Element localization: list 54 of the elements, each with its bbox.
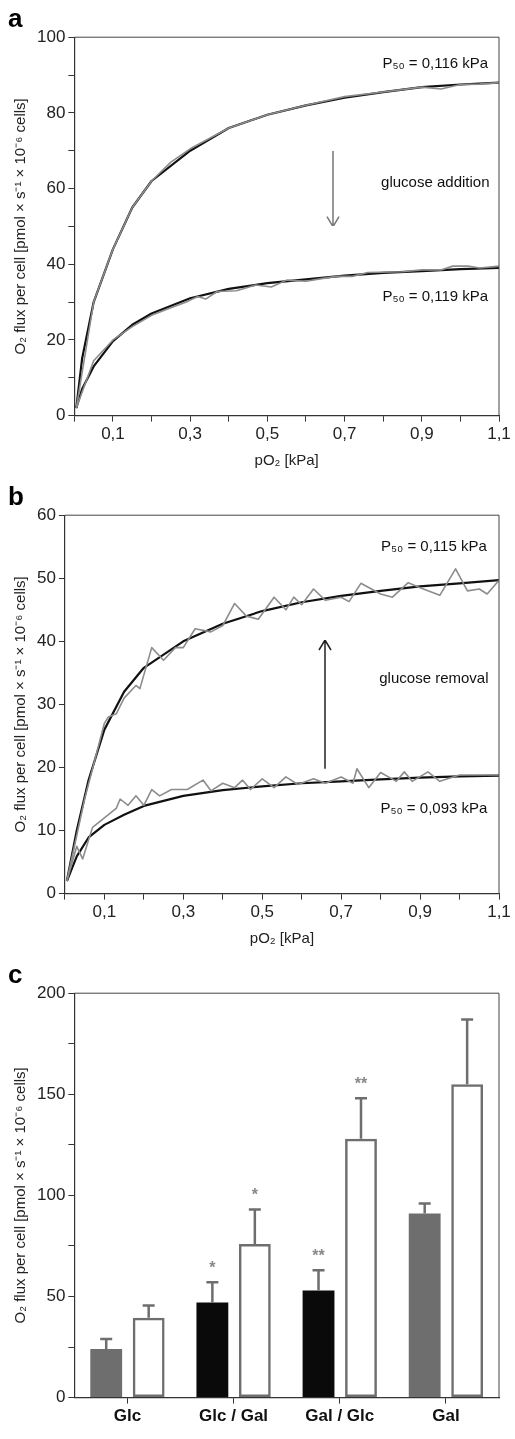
y-tick-label: 10 xyxy=(36,820,56,840)
y-tick-label: 20 xyxy=(36,757,56,777)
y-tick-label: 200 xyxy=(36,982,66,1002)
x-tick-label: 0,9 xyxy=(408,902,432,922)
x-tick-label: 1,1 xyxy=(487,424,511,444)
annotation: ** xyxy=(354,1074,368,1092)
x-axis-title: pO₂ [kPa] xyxy=(254,451,319,469)
y-tick-label: 100 xyxy=(36,1185,66,1205)
x-tick-label: 0,1 xyxy=(101,424,125,444)
x-tick-label: Glc xyxy=(113,1406,142,1426)
y-tick-label: 50 xyxy=(46,1286,66,1306)
x-tick-label: 0,7 xyxy=(329,902,353,922)
x-tick-label: 0,9 xyxy=(409,424,434,444)
x-tick-label: 0,1 xyxy=(92,902,117,922)
bar xyxy=(196,1302,229,1398)
annotation: glucose removal xyxy=(379,669,489,687)
x-tick-label: 0,5 xyxy=(255,424,280,444)
y-axis-title: O₂ flux per cell [pmol × s⁻¹ × 10⁻⁶ cells] xyxy=(11,98,29,355)
x-tick-label: Gal / Glc xyxy=(305,1406,375,1426)
x-tick-label: 1,1 xyxy=(487,902,511,922)
y-tick-label: 0 xyxy=(46,883,56,903)
annotation: * xyxy=(251,1185,259,1203)
x-tick-label: 0,3 xyxy=(171,902,196,922)
y-tick-label: 100 xyxy=(36,26,66,46)
y-tick-label: 150 xyxy=(36,1083,66,1103)
chart-title: a xyxy=(8,2,23,33)
y-tick-label: 40 xyxy=(46,253,66,273)
x-tick-label: Glc / Gal xyxy=(199,1406,269,1426)
annotation: glucose addition xyxy=(381,173,490,191)
y-tick-label: 60 xyxy=(46,178,66,198)
chart-title: c xyxy=(8,958,23,989)
chart-title: b xyxy=(8,480,24,511)
annotation: P₅₀ = 0,116 kPa xyxy=(382,53,489,71)
annotation: P₅₀ = 0,119 kPa xyxy=(382,286,489,304)
y-tick-label: 0 xyxy=(55,405,66,425)
y-tick-label: 20 xyxy=(46,329,66,349)
annotation: ** xyxy=(312,1246,326,1264)
annotation: * xyxy=(209,1258,217,1276)
annotation: P₅₀ = 0,115 kPa xyxy=(380,536,488,554)
y-tick-label: 80 xyxy=(46,102,66,122)
y-tick-label: 40 xyxy=(36,631,56,651)
x-tick-label: 0,7 xyxy=(332,424,357,444)
y-tick-label: 30 xyxy=(36,694,56,714)
x-tick-label: 0,5 xyxy=(250,902,275,922)
x-tick-label: Gal xyxy=(432,1406,460,1426)
y-axis-title: O₂ flux per cell [pmol × s⁻¹ × 10⁻⁶ cells] xyxy=(11,1067,29,1324)
annotation: P₅₀ = 0,093 kPa xyxy=(380,798,488,816)
y-tick-label: 0 xyxy=(55,1387,66,1407)
x-tick-label: 0,3 xyxy=(178,424,202,444)
y-tick-label: 50 xyxy=(36,567,56,587)
y-axis-title: O₂ flux per cell [pmol × s⁻¹ × 10⁻⁶ cells] xyxy=(11,576,29,833)
x-axis-title: pO₂ [kPa] xyxy=(249,929,315,947)
y-tick-label: 60 xyxy=(36,504,56,524)
bar xyxy=(302,1290,335,1398)
